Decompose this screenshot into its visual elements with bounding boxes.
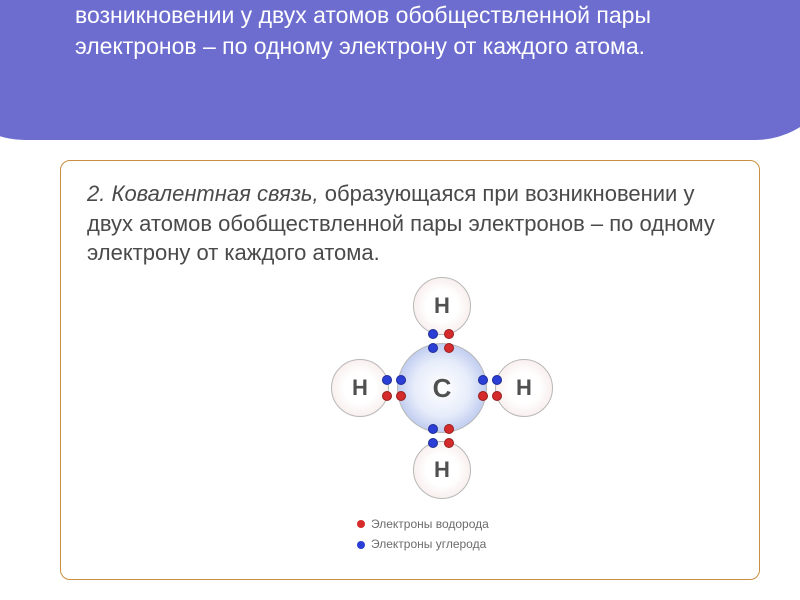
electron-hydrogen (396, 391, 406, 401)
electron-carbon (428, 438, 438, 448)
content-box: 2. Ковалентная связь, образующаяся при в… (60, 160, 760, 580)
electron-hydrogen (444, 343, 454, 353)
electron-hydrogen (478, 391, 488, 401)
electron-carbon (478, 375, 488, 385)
legend: Электроны водорода Электроны углерода (357, 514, 489, 555)
methane-molecule: C H H H H (307, 268, 577, 508)
content-paragraph: 2. Ковалентная связь, образующаяся при в… (87, 179, 733, 268)
electron-carbon (428, 329, 438, 339)
hydrogen-atom-left: H (331, 359, 389, 417)
content-term: Ковалентная связь, (111, 181, 318, 206)
banner: возникновении у двух атомов обобществлен… (0, 0, 800, 140)
electron-carbon (428, 424, 438, 434)
electron-carbon (428, 343, 438, 353)
banner-text: возникновении у двух атомов обобществлен… (75, 0, 715, 62)
electron-carbon (396, 375, 406, 385)
legend-item: Электроны углерода (357, 534, 489, 554)
electron-hydrogen (382, 391, 392, 401)
electron-hydrogen (444, 438, 454, 448)
hydrogen-atom-top: H (413, 277, 471, 335)
hydrogen-atom-bottom: H (413, 441, 471, 499)
legend-label: Электроны углерода (371, 534, 486, 554)
electron-hydrogen (492, 391, 502, 401)
carbon-atom: C (397, 343, 487, 433)
hydrogen-atom-right: H (495, 359, 553, 417)
legend-dot-red (357, 520, 365, 528)
electron-hydrogen (444, 329, 454, 339)
content-number: 2. (87, 181, 105, 206)
legend-item: Электроны водорода (357, 514, 489, 534)
legend-dot-blue (357, 541, 365, 549)
electron-carbon (382, 375, 392, 385)
legend-label: Электроны водорода (371, 514, 489, 534)
electron-hydrogen (444, 424, 454, 434)
molecule-diagram: C H H H H (87, 274, 733, 534)
electron-carbon (492, 375, 502, 385)
